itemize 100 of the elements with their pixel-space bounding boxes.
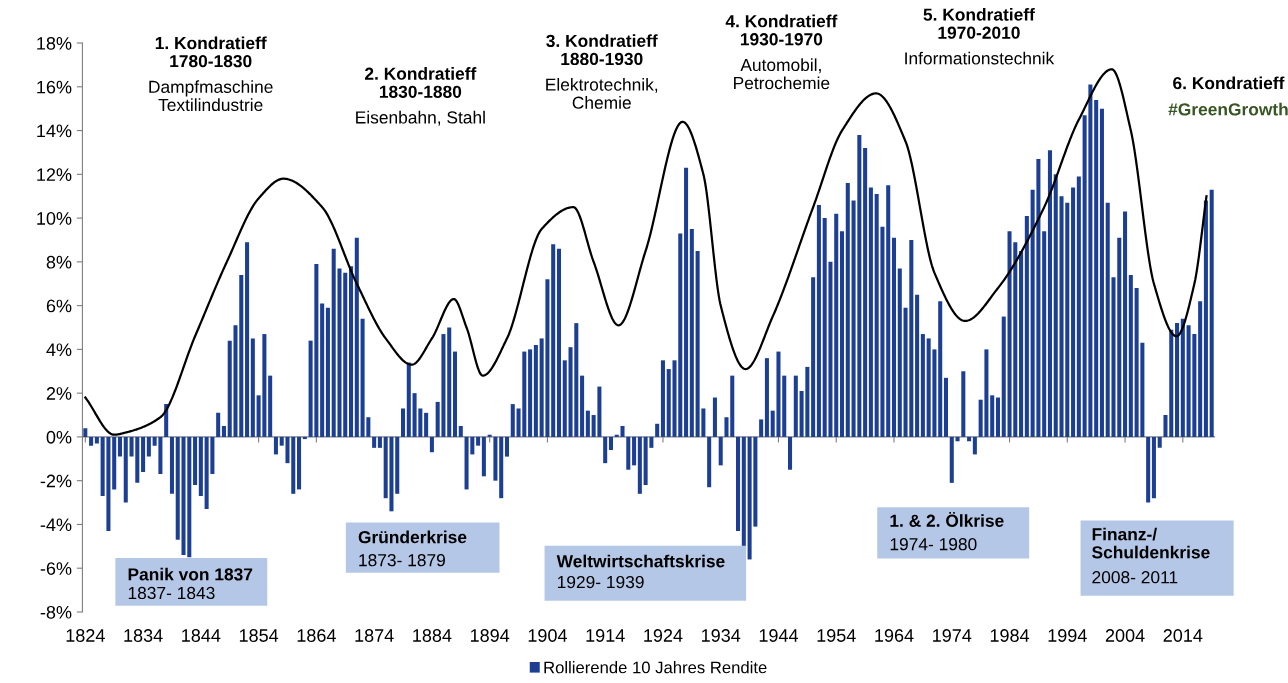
x-tick-label: 1964 bbox=[875, 629, 914, 642]
annotation: Eisenbahn, Stahl bbox=[356, 110, 485, 126]
bar bbox=[1146, 436, 1151, 503]
bar bbox=[117, 436, 122, 457]
y-tick-label: 8% bbox=[46, 255, 72, 269]
bar bbox=[221, 425, 226, 437]
bar bbox=[424, 412, 429, 437]
annotation: 2. Kondratieff 1830-1880 bbox=[365, 67, 477, 98]
bar bbox=[1071, 187, 1076, 437]
bar bbox=[793, 375, 798, 437]
x-tick-label: 1994 bbox=[1048, 629, 1087, 642]
text: 5. Kondratieff 1970-2010 bbox=[923, 8, 1035, 39]
x-tick-label: 1824 bbox=[66, 629, 105, 642]
bar bbox=[406, 362, 411, 437]
annotation: Informationstechnik bbox=[905, 51, 1055, 65]
y-tick-label: 2% bbox=[46, 387, 72, 400]
y-tick-label: 12% bbox=[37, 168, 72, 181]
bar bbox=[504, 436, 510, 457]
bar bbox=[1024, 215, 1029, 437]
y-tick-label: 16% bbox=[37, 80, 72, 94]
bar bbox=[1175, 323, 1180, 437]
bar bbox=[268, 375, 273, 437]
bar bbox=[839, 231, 845, 437]
bar bbox=[637, 436, 642, 494]
bar bbox=[863, 148, 868, 437]
x-tick-label: 1864 bbox=[297, 629, 336, 642]
x-tick-label: 1894 bbox=[470, 629, 510, 642]
bar bbox=[990, 395, 995, 437]
bar bbox=[707, 436, 712, 488]
bar bbox=[845, 183, 850, 437]
bar bbox=[400, 408, 406, 437]
bar bbox=[1157, 436, 1162, 448]
bar bbox=[556, 248, 561, 437]
bar bbox=[273, 436, 278, 455]
x-tick-label: 1884 bbox=[413, 629, 452, 642]
annotation: 1873- 1879 bbox=[359, 554, 445, 567]
bar bbox=[429, 436, 434, 453]
bar bbox=[1203, 200, 1208, 437]
bar bbox=[897, 268, 902, 437]
annotation: #GreenGrowth bbox=[1168, 102, 1288, 116]
bar bbox=[585, 410, 590, 437]
bar bbox=[1151, 436, 1156, 499]
bar bbox=[216, 412, 221, 437]
annotation: Dampfmaschine Textilindustrie bbox=[149, 80, 273, 112]
x-tick-label: 2004 bbox=[1105, 629, 1145, 642]
bar bbox=[528, 349, 533, 437]
bar bbox=[250, 338, 255, 437]
x-tick-label: 1974 bbox=[933, 629, 972, 642]
bar bbox=[1094, 99, 1099, 437]
bar bbox=[689, 229, 694, 437]
y-tick-label: 0% bbox=[46, 430, 72, 444]
bar bbox=[834, 213, 839, 437]
y-tick-label: -6% bbox=[40, 562, 72, 575]
bar bbox=[632, 436, 637, 466]
x-tick-label: 1914 bbox=[586, 629, 625, 642]
bar bbox=[943, 377, 949, 437]
bar bbox=[1123, 211, 1128, 437]
bar bbox=[782, 375, 787, 437]
bar bbox=[551, 244, 556, 437]
bar bbox=[372, 436, 377, 448]
bar bbox=[603, 436, 608, 464]
bar bbox=[741, 436, 746, 547]
bar bbox=[718, 436, 723, 466]
annotation: 6. Kondratieff bbox=[1173, 76, 1285, 90]
bar bbox=[655, 423, 660, 437]
x-tick-label: 1904 bbox=[528, 629, 567, 642]
bar bbox=[123, 436, 128, 503]
bar bbox=[1209, 189, 1214, 437]
bar bbox=[83, 428, 88, 437]
bar bbox=[562, 360, 567, 437]
bar bbox=[1099, 108, 1104, 437]
bar bbox=[1001, 316, 1006, 437]
annotation: Automobil, Petrochemie bbox=[734, 58, 830, 90]
bar bbox=[1042, 231, 1047, 437]
y-tick-label: -2% bbox=[40, 474, 72, 488]
x-tick-label: 1954 bbox=[817, 629, 856, 642]
bar bbox=[198, 436, 203, 496]
bar bbox=[146, 436, 151, 457]
bar bbox=[499, 436, 504, 499]
y-tick-label: 14% bbox=[37, 124, 72, 138]
annotation: Elektrotechnik, Chemie bbox=[546, 78, 658, 109]
bar bbox=[112, 436, 117, 490]
annotation: 1974- 1980 bbox=[890, 538, 977, 551]
legend-label: Rollierende 10 Jahres Rendite bbox=[544, 661, 767, 674]
bar bbox=[1198, 301, 1203, 437]
x-tick-label: 1844 bbox=[182, 629, 221, 642]
bar bbox=[938, 301, 943, 437]
bar bbox=[868, 187, 873, 437]
annotation: 1. & 2. Ölkrise bbox=[890, 511, 1004, 527]
bar bbox=[297, 436, 302, 490]
bar bbox=[510, 404, 515, 437]
y-tick-label: 4% bbox=[46, 343, 72, 357]
annotation: Finanz-/ Schuldenkrise bbox=[1092, 527, 1210, 559]
bar bbox=[325, 307, 330, 437]
bar bbox=[1180, 318, 1185, 437]
y-tick-label: -4% bbox=[40, 518, 72, 532]
x-tick-label: 1874 bbox=[355, 629, 394, 642]
bar bbox=[608, 436, 613, 451]
y-tick-label: 10% bbox=[37, 212, 72, 225]
bar bbox=[1076, 176, 1081, 437]
